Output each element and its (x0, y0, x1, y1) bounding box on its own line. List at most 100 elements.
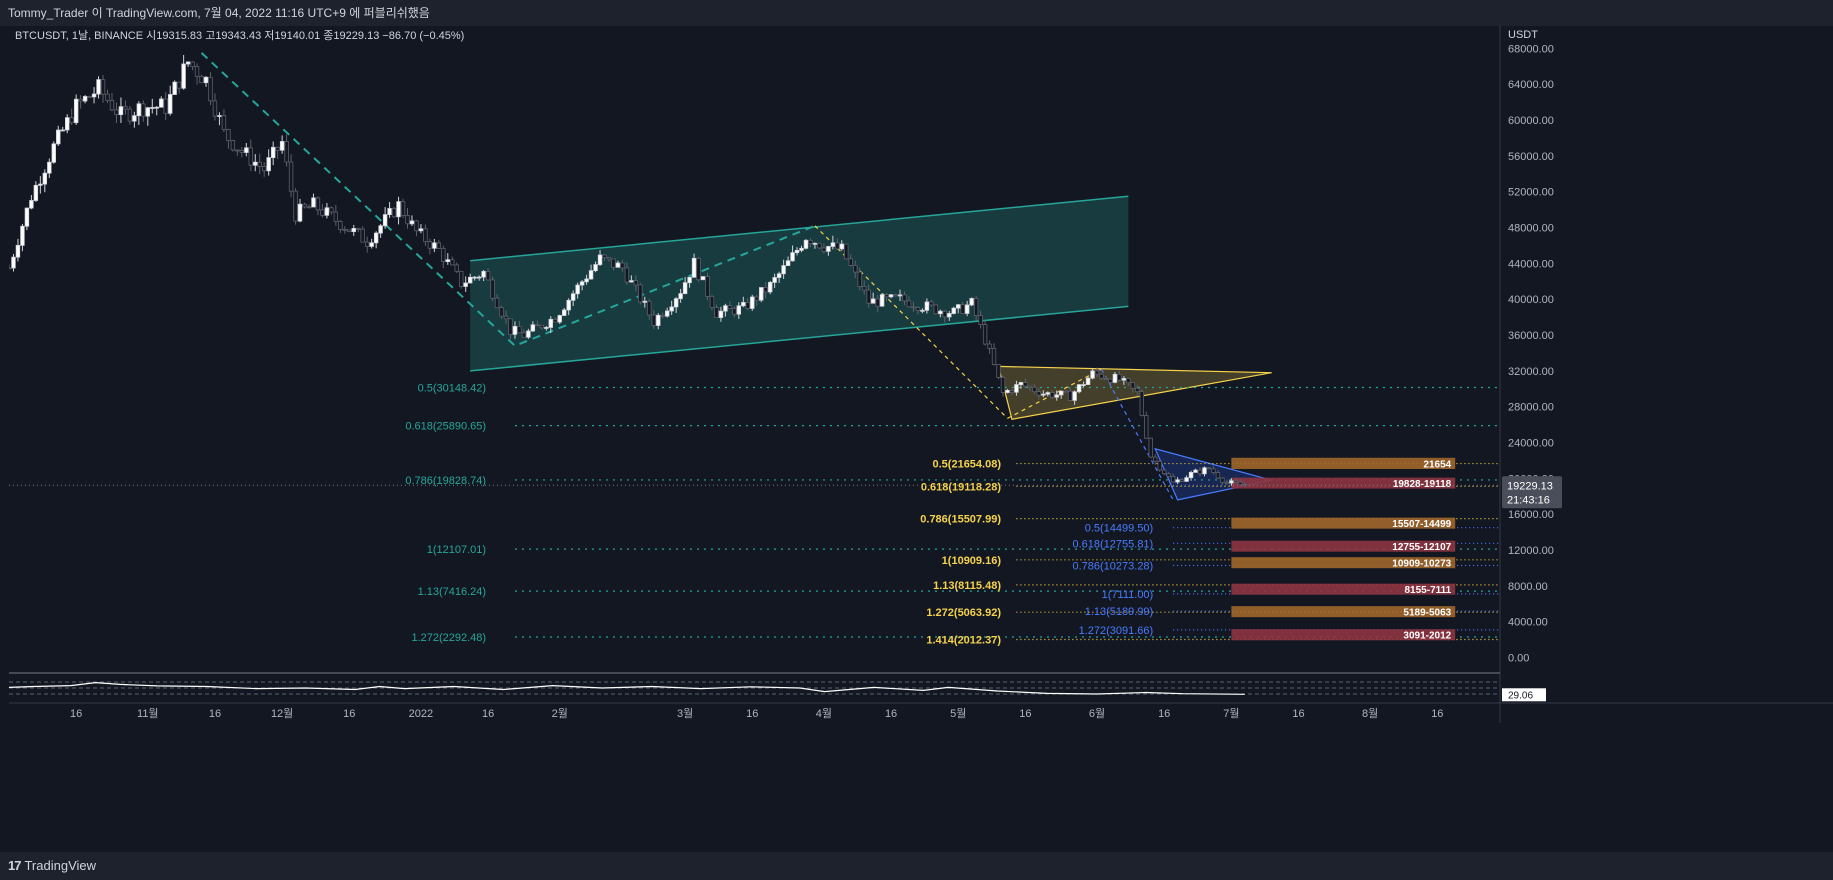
candle-body (1090, 370, 1095, 379)
price-axis[interactable]: USDT 68000.00 64000.00 60000.00 56000.00 5200… (1508, 29, 1554, 665)
target-zone[interactable] (1231, 557, 1456, 569)
fib-level-label-teal: 0.5(30148.42) (418, 382, 487, 394)
candle-body (329, 207, 334, 213)
candle-body (978, 315, 983, 325)
candle-body (1108, 378, 1113, 383)
candle-body (262, 166, 267, 172)
candle-body (96, 79, 101, 95)
publish-info-bar: Tommy_Trader 이 TradingView.com, 7월 04, 2… (0, 0, 1833, 26)
candle-body (664, 310, 670, 317)
candle-body (248, 147, 253, 166)
candle-body (1050, 392, 1055, 398)
candle-body (145, 107, 151, 117)
candle-body (920, 309, 925, 312)
candle-body (499, 307, 504, 317)
candle-body (87, 96, 92, 98)
candle-body (557, 315, 562, 323)
time-tick-label: 16 (1158, 708, 1170, 720)
candle-body (1000, 376, 1006, 393)
candle-body (441, 247, 446, 263)
price-tick-label: 44000.00 (1508, 258, 1554, 270)
target-zone[interactable] (1231, 629, 1456, 641)
fib-level-label-yellow: 0.618(19118.28) (921, 481, 1001, 493)
price-tick-label: 16000.00 (1508, 509, 1554, 521)
symbol-ohlc-legend: BTCUSDT, 1날, BINANCE 시19315.83 고19343.43… (15, 29, 464, 42)
candle-body (1229, 480, 1234, 484)
candle-body (396, 201, 401, 218)
fib-level-label-yellow: 0.786(15507.99) (920, 514, 1001, 526)
time-tick-label: 2월 (552, 707, 568, 720)
fib-level-label-blue: 0.786(10273.28) (1072, 561, 1153, 573)
trend-line-blue[interactable] (1100, 368, 1174, 501)
candle-body (848, 258, 853, 266)
target-zone[interactable] (1231, 606, 1456, 618)
parallel-channel-fill[interactable] (470, 196, 1129, 371)
candle-body (839, 243, 845, 250)
candle-body (436, 242, 442, 249)
candle-body (159, 98, 164, 108)
candle-body (82, 96, 88, 102)
channel-upper-line[interactable] (470, 195, 1129, 262)
target-zone[interactable] (1231, 517, 1456, 529)
oscillator-line[interactable] (8, 681, 1245, 695)
candle-body (347, 229, 352, 232)
candle-body (660, 314, 665, 317)
candle-body (709, 296, 715, 308)
trend-line-yellow[interactable] (814, 225, 1008, 419)
candle-body (1139, 391, 1145, 416)
fib-level-label-teal: 0.618(25890.65) (405, 421, 486, 433)
candle-body (1206, 467, 1212, 470)
last-price-label: 19229.13 (1507, 480, 1553, 492)
candle-body (114, 109, 119, 116)
candle-body (1121, 378, 1127, 381)
candle-body (1242, 484, 1247, 487)
candle-body (861, 286, 867, 291)
candle-body (960, 304, 965, 314)
candle-body (302, 203, 307, 208)
fib-level-label-blue: 1.13(5189.99) (1085, 606, 1154, 618)
time-axis[interactable]: 16 11월 16 12월 16 2022 16 2월 3월 16 4월 16 5월 16 6월 16 7월 16… (70, 707, 1443, 720)
target-zone[interactable] (1231, 477, 1456, 489)
candle-body (360, 228, 365, 243)
fib-level-label-yellow: 0.5(21654.08) (933, 459, 1002, 471)
candle-body (132, 115, 137, 122)
price-chart[interactable]: USDT 68000.00 64000.00 60000.00 56000.00 5200… (6, 26, 1833, 846)
trend-line-teal[interactable] (200, 52, 816, 347)
tradingview-logo[interactable]: 17 TradingView (8, 858, 96, 873)
candle-body (902, 294, 907, 302)
candle-body (485, 271, 491, 281)
fib-level-label-teal: 1.272(2292.48) (411, 632, 486, 644)
candle-body (253, 161, 258, 166)
time-tick-label: 3월 (677, 707, 693, 720)
chart-frame[interactable]: USDT 68000.00 64000.00 60000.00 56000.00 5200… (6, 26, 1833, 846)
candle-body (463, 282, 468, 287)
target-zone[interactable] (1231, 540, 1456, 552)
candle-body (938, 310, 943, 315)
fib-level-label-yellow: 1.272(5063.92) (926, 607, 1001, 619)
candle-body (539, 324, 545, 329)
candle-body (194, 66, 200, 77)
candle-body (884, 294, 889, 298)
candle-body (570, 293, 576, 301)
candle-body (1161, 469, 1167, 475)
target-zone[interactable] (1231, 583, 1456, 595)
candle-body (687, 276, 692, 284)
candle-body (454, 264, 459, 272)
candle-body (987, 343, 992, 349)
channel-lower-line[interactable] (470, 305, 1129, 372)
candle-body (226, 129, 231, 141)
candle-body (817, 242, 822, 249)
trend-line-yellow[interactable] (1007, 368, 1102, 419)
target-zone-label: 8155-7111 (1405, 585, 1452, 596)
candle-body (1014, 384, 1019, 393)
candlestick-series[interactable] (6, 54, 1247, 488)
candle-body (1059, 390, 1064, 396)
candle-body (342, 228, 348, 231)
candle-body (315, 197, 321, 211)
last-price-badge[interactable] (1502, 476, 1562, 509)
candle-body (279, 141, 285, 151)
oscillator-value-badge[interactable] (1502, 688, 1546, 702)
target-zone[interactable] (1231, 457, 1456, 469)
candle-body (969, 298, 974, 306)
candle-body (1081, 384, 1086, 386)
